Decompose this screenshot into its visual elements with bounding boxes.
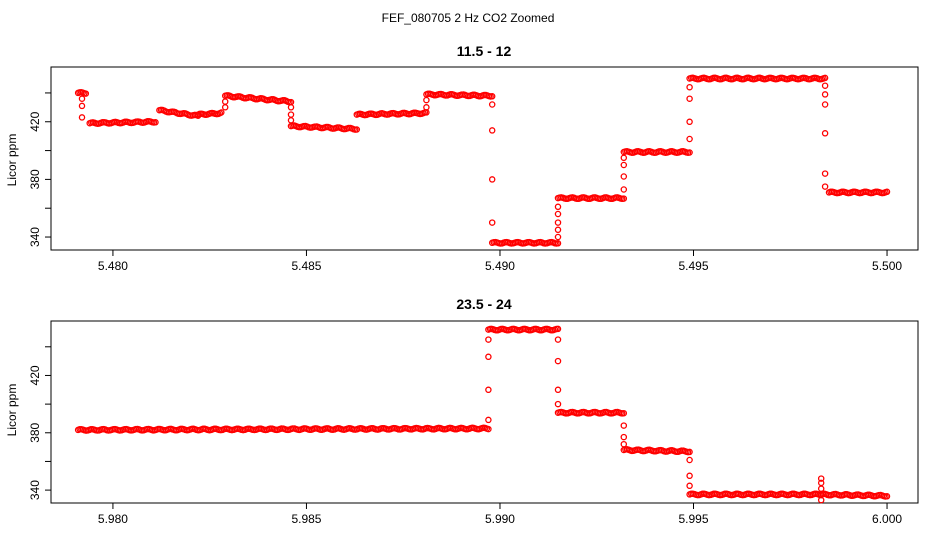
data-point: [686, 448, 693, 456]
data-point: [821, 82, 829, 89]
data-point: [620, 433, 628, 441]
data-point: [353, 126, 361, 133]
data-point: [488, 219, 496, 226]
data-point: [488, 101, 496, 108]
panel-title: 11.5 - 12: [457, 43, 512, 59]
figure-title: FEF_080705 2 Hz CO2 Zoomed: [382, 11, 555, 25]
data-point: [152, 119, 159, 126]
data-point: [554, 210, 562, 218]
data-point: [78, 114, 86, 121]
data-point: [686, 472, 693, 480]
data-point: [620, 409, 628, 417]
x-tick-label: 5.985: [291, 512, 321, 526]
data-point: [78, 95, 86, 102]
y-tick-label: 420: [28, 365, 42, 385]
data-point: [686, 482, 693, 490]
data-point: [485, 425, 492, 433]
y-tick-label: 340: [28, 227, 42, 247]
data-point: [423, 104, 430, 111]
x-tick-label: 5.495: [678, 259, 708, 273]
data-point: [485, 416, 492, 424]
data-point: [554, 233, 562, 241]
data-point: [287, 117, 295, 124]
data-point: [620, 173, 628, 180]
x-tick-label: 5.980: [98, 512, 128, 526]
data-point: [554, 325, 562, 333]
data-point: [883, 493, 891, 500]
data-point: [620, 195, 628, 202]
data-point: [620, 440, 628, 448]
x-tick-label: 6.000: [872, 512, 902, 526]
data-point: [686, 95, 693, 102]
data-point: [485, 336, 492, 343]
panel-top: 11.5 - 12 Licor ppm 5.480 5.485 5.490 5.495…: [5, 43, 919, 273]
data-points: [74, 325, 891, 504]
data-point: [488, 176, 496, 183]
data-point: [78, 102, 86, 110]
data-point: [686, 456, 693, 464]
x-tick-label: 5.990: [485, 512, 515, 526]
data-point: [620, 422, 628, 429]
panel-bottom: 23.5 - 24 Licor ppm 5.980 5.985 5.990 5.995…: [5, 296, 919, 526]
data-point: [686, 135, 693, 143]
data-point: [620, 186, 628, 193]
data-point: [221, 104, 229, 111]
y-axis-label: Licor ppm: [5, 134, 19, 187]
data-point: [82, 90, 90, 97]
data-point: [821, 183, 829, 190]
data-point: [554, 400, 562, 408]
data-point: [817, 485, 825, 492]
data-point: [218, 109, 225, 116]
y-tick-label: 380: [28, 422, 42, 442]
y-tick-label: 340: [28, 480, 42, 500]
data-point: [287, 111, 295, 118]
data-point: [686, 83, 693, 91]
data-point: [287, 104, 295, 111]
axes: 5.480 5.485 5.490 5.495 5.500 340 380 420: [28, 92, 902, 273]
data-point: [554, 219, 562, 226]
x-tick-label: 5.500: [872, 259, 902, 273]
y-tick-label: 420: [28, 111, 42, 131]
plot-frame: [50, 320, 919, 504]
data-point: [821, 74, 829, 82]
data-point: [821, 130, 829, 137]
data-point: [883, 188, 891, 196]
data-point: [554, 226, 562, 234]
data-point: [817, 496, 825, 504]
x-tick-label: 5.480: [98, 259, 128, 273]
panel-title: 23.5 - 24: [456, 296, 511, 312]
data-point: [488, 93, 496, 100]
data-point: [488, 127, 496, 134]
data-point: [554, 336, 562, 343]
data-point: [485, 386, 492, 394]
data-point: [686, 118, 693, 126]
data-point: [423, 96, 430, 104]
axes: 5.980 5.985 5.990 5.995 6.000 340 380 420: [28, 346, 902, 526]
data-point: [821, 170, 829, 177]
data-point: [554, 203, 562, 211]
data-point: [686, 149, 693, 156]
data-point: [485, 353, 492, 361]
x-tick-label: 5.485: [291, 259, 321, 273]
data-point: [554, 386, 562, 394]
x-tick-label: 5.995: [678, 512, 708, 526]
data-point: [620, 161, 628, 169]
data-point: [817, 475, 825, 482]
data-point: [554, 357, 562, 365]
data-point: [821, 91, 829, 98]
x-tick-label: 5.490: [485, 259, 515, 273]
data-point: [620, 154, 628, 162]
data-points: [74, 74, 891, 247]
data-point: [821, 101, 829, 108]
y-axis-label: Licor ppm: [5, 384, 19, 437]
plot-frame: [50, 66, 919, 251]
data-point: [554, 240, 562, 247]
data-point: [221, 98, 229, 105]
y-tick-label: 380: [28, 169, 42, 189]
